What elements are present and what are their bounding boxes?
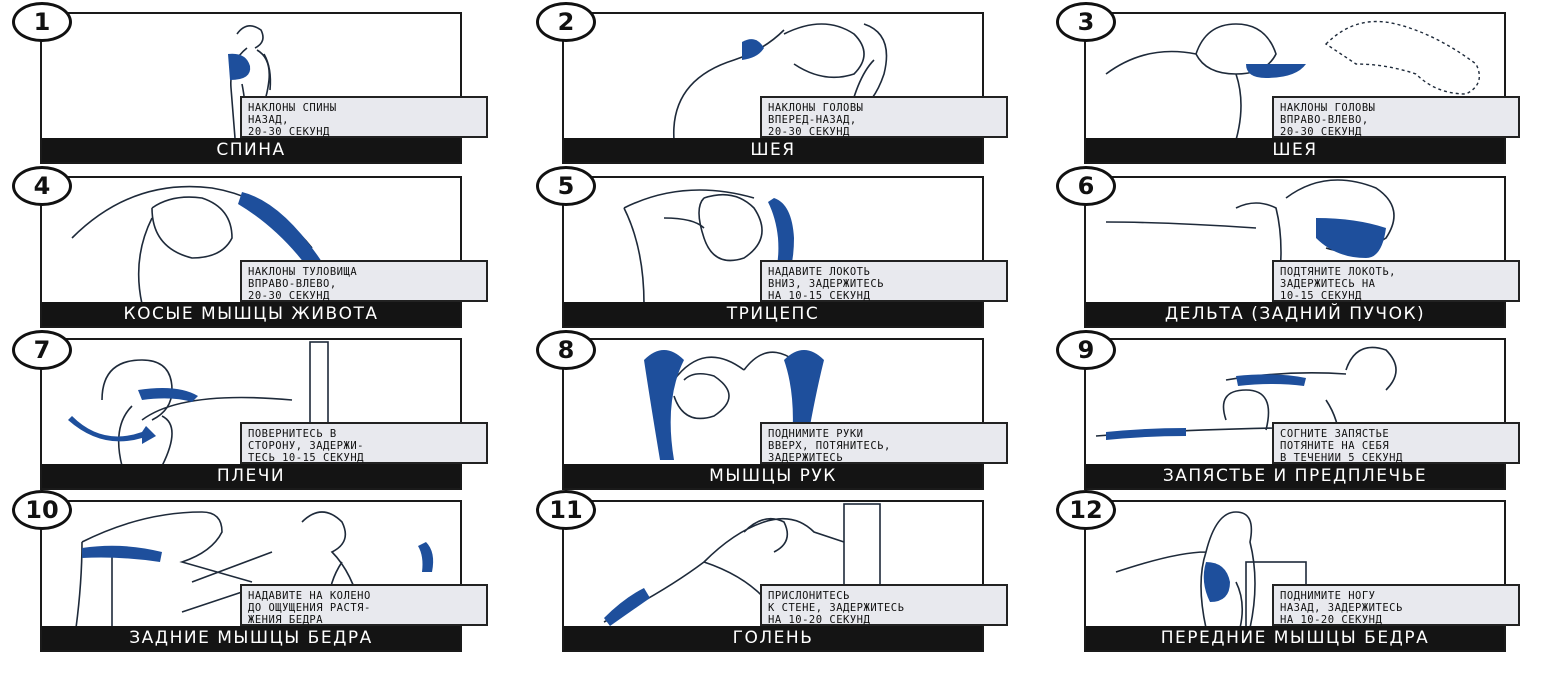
shoulder-rotation-illustration <box>68 341 329 466</box>
instruction-caption: НАКЛОНЫ СПИНЫ НАЗАД, 20-30 СЕКУНД <box>240 96 488 138</box>
exercise-panel-3: НАКЛОНЫ ГОЛОВЫ ВПРАВО-ВЛЕВО, 20-30 СЕКУН… <box>1084 12 1520 164</box>
muscle-group-label: МЫШЦЫ РУК <box>564 464 982 488</box>
muscle-group-label: ГОЛЕНЬ <box>564 626 982 650</box>
instruction-caption: НАДАВИТЕ ЛОКОТЬ ВНИЗ, ЗАДЕРЖИТЕСЬ НА 10-… <box>760 260 1008 302</box>
instruction-caption: СОГНИТЕ ЗАПЯСТЬЕ ПОТЯНИТЕ НА СЕБЯ В ТЕЧЕ… <box>1272 422 1520 464</box>
exercise-panel-6: ПОДТЯНИТЕ ЛОКОТЬ, ЗАДЕРЖИТЕСЬ НА 10-15 С… <box>1084 176 1520 328</box>
instruction-caption: НАКЛОНЫ ГОЛОВЫ ВПЕРЕД-НАЗАД, 20-30 СЕКУН… <box>760 96 1008 138</box>
exercise-number-6: 6 <box>1056 166 1116 206</box>
exercise-number-10: 10 <box>12 490 72 530</box>
exercise-panel-11: ПРИСЛОНИТЕСЬ К СТЕНЕ, ЗАДЕРЖИТЕСЬ НА 10-… <box>562 500 1008 652</box>
instruction-caption: ПОДНИМИТЕ НОГУ НАЗАД, ЗАДЕРЖИТЕСЬ НА 10-… <box>1272 584 1520 626</box>
neck-side-illustration <box>1105 20 1480 140</box>
hamstring-stretch-illustration <box>75 511 434 628</box>
muscle-group-label: СПИНА <box>42 138 460 162</box>
muscle-group-label: ТРИЦЕПС <box>564 302 982 326</box>
back-stretch-illustration <box>228 25 272 140</box>
muscle-group-label: ШЕЯ <box>564 138 982 162</box>
instruction-caption: ПОДТЯНИТЕ ЛОКОТЬ, ЗАДЕРЖИТЕСЬ НА 10-15 С… <box>1272 260 1520 302</box>
instruction-caption: ПОДНИМИТЕ РУКИ ВВЕРХ, ПОТЯНИТЕСЬ, ЗАДЕРЖ… <box>760 422 1008 464</box>
instruction-caption: ПРИСЛОНИТЕСЬ К СТЕНЕ, ЗАДЕРЖИТЕСЬ НА 10-… <box>760 584 1008 626</box>
instruction-caption: НАДАВИТЕ НА КОЛЕНО ДО ОЩУЩЕНИЯ РАСТЯ- ЖЕ… <box>240 584 488 626</box>
rear-delt-stretch-illustration <box>1105 179 1395 304</box>
exercise-number-9: 9 <box>1056 330 1116 370</box>
exercise-panel-1: НАКЛОНЫ СПИНЫ НАЗАД, 20-30 СЕКУНД СПИНА <box>40 12 488 164</box>
exercise-number-7: 7 <box>12 330 72 370</box>
exercise-panel-10: НАДАВИТЕ НА КОЛЕНО ДО ОЩУЩЕНИЯ РАСТЯ- ЖЕ… <box>40 500 488 652</box>
exercise-panel-12: ПОДНИМИТЕ НОГУ НАЗАД, ЗАДЕРЖИТЕСЬ НА 10-… <box>1084 500 1520 652</box>
exercise-panel-9: СОГНИТЕ ЗАПЯСТЬЕ ПОТЯНИТЕ НА СЕБЯ В ТЕЧЕ… <box>1084 338 1520 490</box>
muscle-group-label: ПЕРЕДНИЕ МЫШЦЫ БЕДРА <box>1086 626 1504 650</box>
exercise-number-12: 12 <box>1056 490 1116 530</box>
exercise-number-1: 1 <box>12 2 72 42</box>
exercise-panel-5: НАДАВИТЕ ЛОКОТЬ ВНИЗ, ЗАДЕРЖИТЕСЬ НА 10-… <box>562 176 1008 328</box>
exercise-number-11: 11 <box>536 490 596 530</box>
exercise-panel-2: НАКЛОНЫ ГОЛОВЫ ВПЕРЕД-НАЗАД, 20-30 СЕКУН… <box>562 12 1008 164</box>
exercise-panel-8: ПОДНИМИТЕ РУКИ ВВЕРХ, ПОТЯНИТЕСЬ, ЗАДЕРЖ… <box>562 338 1008 490</box>
exercise-number-5: 5 <box>536 166 596 206</box>
muscle-group-label: ЗАДНИЕ МЫШЦЫ БЕДРА <box>42 626 460 650</box>
exercise-panel-7: ПОВЕРНИТЕСЬ В СТОРОНУ, ЗАДЕРЖИ- ТЕСЬ 10-… <box>40 338 488 490</box>
oblique-stretch-illustration <box>71 185 322 304</box>
exercise-number-4: 4 <box>12 166 72 206</box>
muscle-group-label: ЗАПЯСТЬЕ И ПРЕДПЛЕЧЬЕ <box>1086 464 1504 488</box>
muscle-group-label: КОСЫЕ МЫШЦЫ ЖИВОТА <box>42 302 460 326</box>
muscle-group-label: ДЕЛЬТА (ЗАДНИЙ ПУЧОК) <box>1086 302 1504 326</box>
exercise-panel-4: НАКЛОНЫ ТУЛОВИЩА ВПРАВО-ВЛЕВО, 20-30 СЕК… <box>40 176 488 328</box>
exercise-number-2: 2 <box>536 2 596 42</box>
muscle-group-label: ПЛЕЧИ <box>42 464 460 488</box>
instruction-caption: ПОВЕРНИТЕСЬ В СТОРОНУ, ЗАДЕРЖИ- ТЕСЬ 10-… <box>240 422 488 464</box>
calf-stretch-illustration <box>603 503 881 628</box>
instruction-caption: НАКЛОНЫ ГОЛОВЫ ВПРАВО-ВЛЕВО, 20-30 СЕКУН… <box>1272 96 1520 138</box>
exercise-number-3: 3 <box>1056 2 1116 42</box>
exercise-number-8: 8 <box>536 330 596 370</box>
muscle-group-label: ШЕЯ <box>1086 138 1504 162</box>
instruction-caption: НАКЛОНЫ ТУЛОВИЩА ВПРАВО-ВЛЕВО, 20-30 СЕК… <box>240 260 488 302</box>
